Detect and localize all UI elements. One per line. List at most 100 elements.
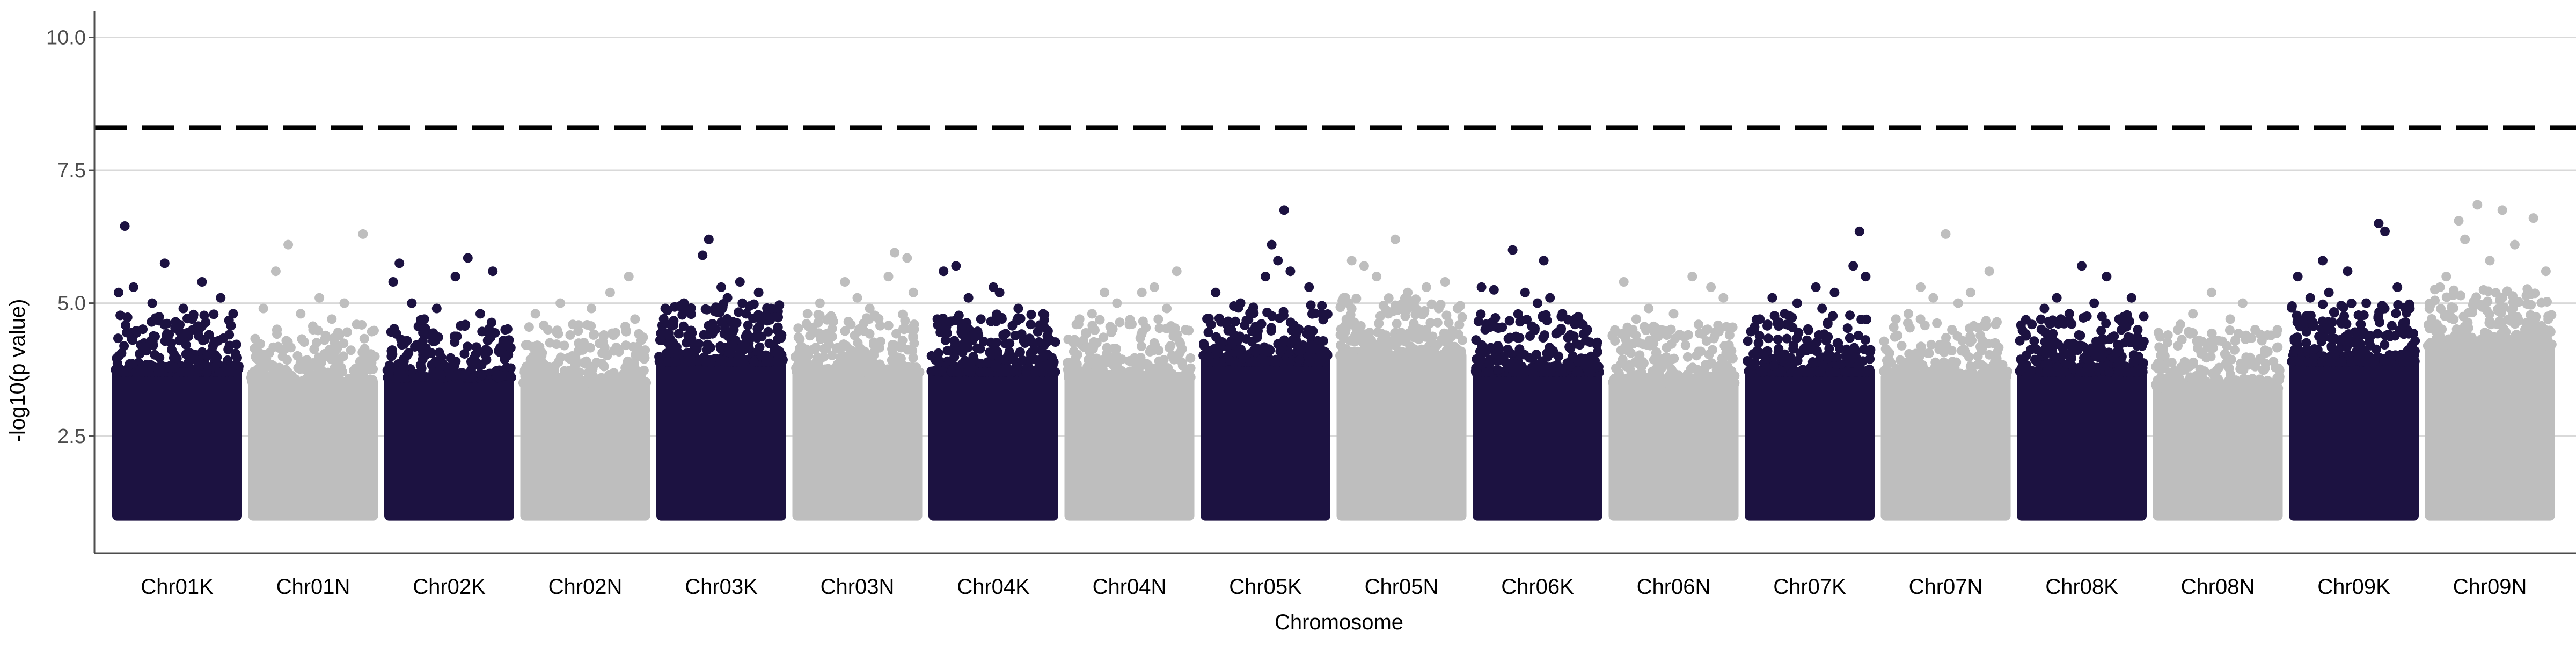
snp-point bbox=[2084, 367, 2095, 377]
top-hit-point bbox=[2114, 314, 2124, 324]
top-hit-point bbox=[1346, 256, 1357, 266]
snp-point bbox=[617, 378, 627, 388]
top-hit-point bbox=[147, 298, 157, 308]
top-hit-point bbox=[258, 303, 268, 314]
snp-point bbox=[848, 367, 859, 377]
top-hit-point bbox=[2528, 213, 2538, 223]
snp-point bbox=[1484, 358, 1495, 368]
snp-point bbox=[2437, 334, 2447, 344]
top-hit-point bbox=[2039, 303, 2050, 314]
snp-point bbox=[150, 313, 160, 323]
snp-point bbox=[667, 321, 677, 331]
snp-point bbox=[1476, 350, 1486, 360]
snp-point bbox=[749, 357, 759, 367]
snp-point bbox=[1253, 331, 1263, 341]
top-hit-point bbox=[1489, 285, 1499, 295]
snp-point bbox=[1719, 362, 1730, 372]
snp-point bbox=[2191, 380, 2201, 390]
snp-point bbox=[1633, 358, 1643, 368]
snp-point bbox=[1886, 371, 1896, 381]
snp-point bbox=[533, 350, 543, 360]
top-hit-point bbox=[1211, 287, 1221, 297]
snp-point bbox=[2290, 345, 2301, 355]
snp-point bbox=[2495, 295, 2505, 306]
snp-point bbox=[2188, 359, 2198, 369]
top-hit-point bbox=[1421, 282, 1431, 292]
top-hit-point bbox=[2324, 287, 2334, 297]
snp-point bbox=[176, 367, 186, 377]
snp-point bbox=[232, 353, 243, 363]
dense-points-block bbox=[2289, 356, 2419, 521]
snp-point bbox=[223, 355, 233, 365]
chromosome-points-Chr06N bbox=[1607, 272, 1740, 521]
snp-point bbox=[1750, 322, 1760, 332]
top-hit-point bbox=[630, 314, 640, 324]
snp-point bbox=[545, 338, 555, 348]
snp-point bbox=[994, 354, 1005, 364]
snp-point bbox=[949, 352, 960, 362]
snp-point bbox=[1275, 346, 1285, 356]
snp-point bbox=[1390, 333, 1400, 344]
snp-point bbox=[1105, 322, 1115, 332]
snp-point bbox=[658, 314, 669, 324]
snp-point bbox=[389, 324, 399, 334]
x-tick-label: Chr05K bbox=[1229, 575, 1302, 599]
snp-point bbox=[1707, 345, 1717, 355]
snp-point bbox=[903, 345, 913, 355]
snp-point bbox=[889, 340, 899, 351]
snp-point bbox=[1773, 351, 1783, 361]
snp-point bbox=[1092, 353, 1102, 364]
x-tick-label: Chr03N bbox=[821, 575, 895, 599]
top-hit-point bbox=[2380, 226, 2390, 236]
snp-point bbox=[823, 335, 833, 345]
snp-point bbox=[1672, 377, 1682, 387]
snp-point bbox=[1350, 337, 1360, 347]
snp-point bbox=[1806, 340, 1816, 351]
top-hit-point bbox=[555, 298, 566, 308]
snp-point bbox=[860, 346, 870, 357]
snp-point bbox=[2491, 340, 2501, 351]
snp-point bbox=[1414, 334, 1424, 344]
snp-point bbox=[2154, 342, 2164, 352]
snp-point bbox=[864, 314, 874, 324]
top-hit-point bbox=[1520, 287, 1530, 297]
top-hit-point bbox=[2027, 319, 2037, 330]
snp-point bbox=[2497, 328, 2507, 338]
snp-point bbox=[2379, 356, 2389, 366]
top-hit-point bbox=[1780, 309, 1790, 319]
snp-point bbox=[597, 348, 608, 358]
snp-point bbox=[2227, 383, 2237, 394]
snp-point bbox=[1490, 313, 1501, 323]
top-hit-point bbox=[2509, 239, 2520, 250]
snp-point bbox=[2322, 323, 2332, 333]
snp-point bbox=[740, 339, 750, 349]
snp-point bbox=[875, 321, 885, 331]
top-hit-point bbox=[1359, 261, 1369, 271]
snp-point bbox=[1418, 351, 1429, 361]
snp-point bbox=[1176, 344, 1187, 354]
snp-point bbox=[2073, 345, 2083, 355]
top-hit-point bbox=[994, 287, 1005, 297]
x-tick-label: Chr03K bbox=[685, 575, 758, 599]
snp-point bbox=[1493, 365, 1503, 375]
snp-point bbox=[992, 309, 1002, 319]
snp-point bbox=[383, 373, 393, 383]
snp-point bbox=[1392, 318, 1402, 329]
top-hit-point bbox=[660, 303, 670, 314]
top-hit-point bbox=[1476, 282, 1487, 292]
snp-point bbox=[723, 331, 734, 341]
snp-point bbox=[1916, 342, 1926, 352]
top-hit-point bbox=[187, 314, 197, 324]
snp-point bbox=[840, 367, 851, 377]
snp-point bbox=[1903, 368, 1913, 379]
y-tick-label: 5.0 bbox=[57, 293, 86, 315]
snp-point bbox=[686, 303, 696, 313]
snp-point bbox=[2373, 311, 2383, 322]
snp-point bbox=[589, 329, 599, 339]
snp-point bbox=[2168, 372, 2178, 382]
snp-point bbox=[1803, 325, 1813, 335]
snp-point bbox=[1703, 360, 1714, 370]
snp-point bbox=[1404, 351, 1414, 361]
snp-point bbox=[2427, 314, 2437, 324]
